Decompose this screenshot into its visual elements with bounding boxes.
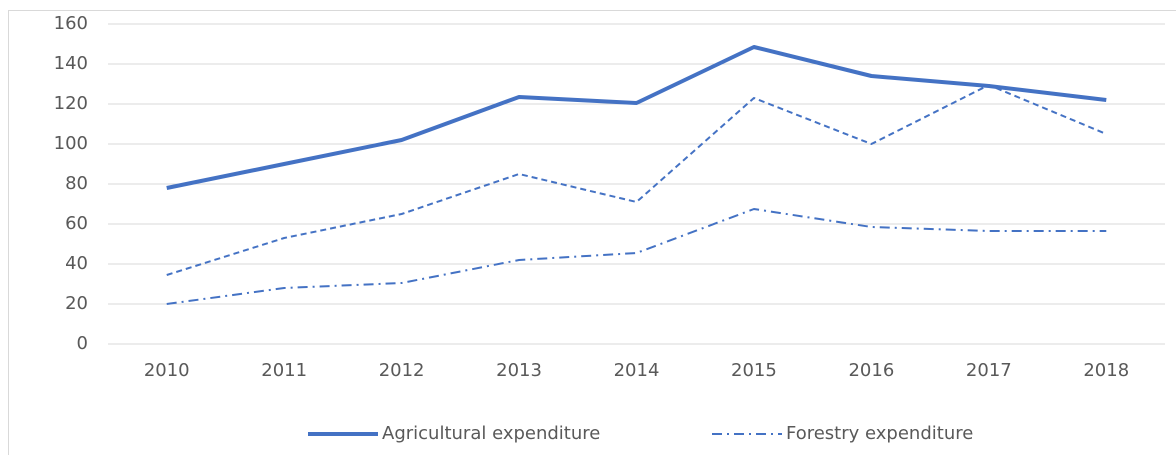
x-tick-label: 2017 [966, 360, 1012, 381]
x-tick-label: 2016 [848, 360, 894, 381]
y-tick-label: 40 [65, 253, 88, 274]
legend-label: Agricultural expenditure [382, 423, 600, 444]
x-tick-label: 2013 [496, 360, 542, 381]
x-tick-label: 2015 [731, 360, 777, 381]
y-tick-label: 120 [54, 93, 88, 114]
x-tick-label: 2012 [379, 360, 425, 381]
y-tick-label: 100 [54, 133, 88, 154]
x-tick-label: 2011 [261, 360, 307, 381]
y-tick-label: 140 [54, 53, 88, 74]
y-tick-label: 80 [65, 173, 88, 194]
y-tick-label: 60 [65, 213, 88, 234]
y-tick-label: 0 [77, 333, 88, 354]
line-series [166, 45, 1107, 190]
x-tick-label: 2014 [614, 360, 660, 381]
x-tick-label: 2018 [1083, 360, 1129, 381]
y-tick-label: 160 [54, 13, 88, 34]
y-tick-label: 20 [65, 293, 88, 314]
x-tick-label: 2010 [144, 360, 190, 381]
legend-label: Forestry expenditure [786, 423, 973, 444]
line-series [166, 84, 1107, 276]
line-series [166, 208, 1107, 305]
chart-frame [8, 10, 1176, 455]
